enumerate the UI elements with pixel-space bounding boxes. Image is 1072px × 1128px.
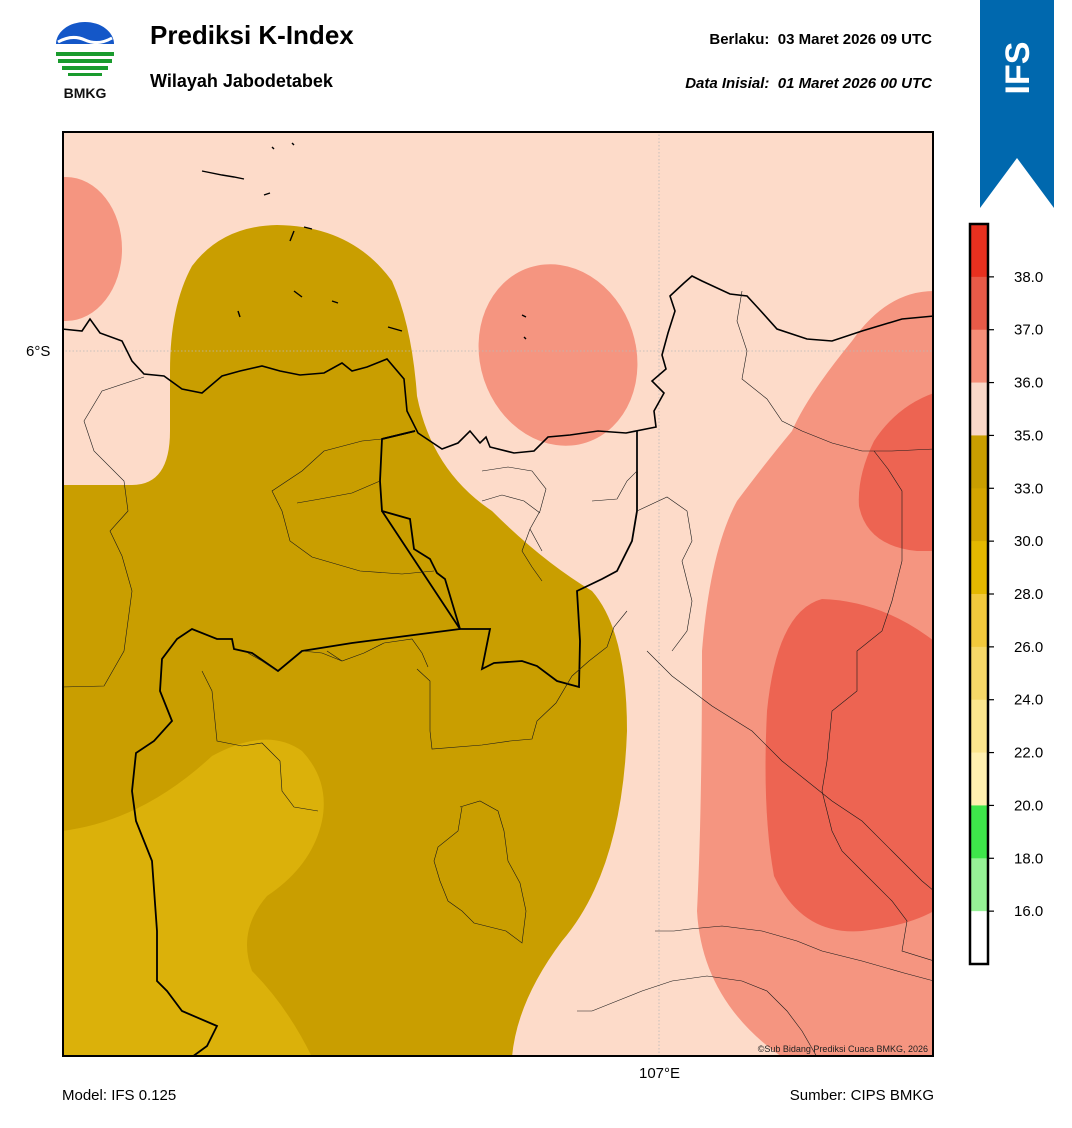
colorbar: 38.0 37.0 36.0 35.0 33.0 30.0 28.0 26.0 24.0 22.0… — [968, 222, 1043, 966]
colorbar-segment — [970, 224, 988, 278]
colorbar-segment — [970, 329, 988, 384]
init-time-label: Data Inisial: — [685, 75, 770, 92]
field-37-38-east — [765, 599, 934, 932]
colorbar-tick-label: 36.0 — [1014, 375, 1043, 392]
colorbar-segment — [970, 435, 988, 489]
map-credit: ©Sub Bidang Prediksi Cuaca BMKG, 2026 — [758, 1044, 928, 1054]
colorbar-segment — [970, 382, 988, 436]
colorbar-tick-label: 30.0 — [1014, 533, 1043, 550]
colorbar-segment — [970, 594, 988, 648]
regency-borders — [62, 290, 934, 1057]
colorbar-tick-label: 18.0 — [1014, 850, 1043, 867]
map-title: Prediksi K-Index — [150, 20, 354, 50]
colorbar-segment — [970, 699, 988, 754]
valid-time-label: Berlaku: — [709, 31, 770, 48]
colorbar-segment — [970, 488, 988, 542]
colorbar-segment — [970, 805, 988, 859]
ribbon-text: IFS — [999, 42, 1037, 95]
colorbar-tick-label: 22.0 — [1014, 745, 1043, 762]
colorbar-tick-label: 20.0 — [1014, 797, 1043, 814]
province-border — [379, 430, 638, 689]
colorbar-ticks: 38.0 37.0 36.0 35.0 33.0 30.0 28.0 26.0 24.0 22.0… — [988, 269, 1043, 920]
colorbar-tick-label: 28.0 — [1014, 586, 1043, 603]
model-label: Model: IFS 0.125 — [62, 1087, 177, 1104]
colorbar-tick-label: 24.0 — [1014, 692, 1043, 709]
field-37-38-ne — [858, 393, 934, 551]
colorbar-tick-label: 16.0 — [1014, 903, 1043, 920]
bmkg-logo: BMKG — [56, 22, 114, 101]
kindex-map: ©Sub Bidang Prediksi Cuaca BMKG, 2026 — [62, 131, 934, 1057]
colorbar-segment — [970, 911, 988, 965]
colorbar-segment — [970, 858, 988, 912]
colorbar-segments — [970, 224, 988, 965]
islands — [201, 142, 527, 340]
init-time-value: 01 Maret 2026 00 UTC — [777, 75, 932, 92]
init-time: Data Inisial: 01 Maret 2026 00 UTC — [685, 75, 932, 92]
colorbar-segment — [970, 752, 988, 806]
colorbar-tick-label: 38.0 — [1014, 269, 1043, 286]
map-subtitle: Wilayah Jabodetabek — [150, 71, 333, 91]
colorbar-tick-label: 37.0 — [1014, 322, 1043, 339]
colorbar-segment — [970, 276, 988, 331]
field-36-37-north — [478, 264, 638, 446]
lat-label: 6°S — [26, 343, 51, 360]
field-36-37-nw — [62, 177, 122, 321]
colorbar-tick-label: 26.0 — [1014, 639, 1043, 656]
lon-label: 107°E — [639, 1065, 681, 1082]
province-border-west — [131, 430, 461, 1057]
ifs-ribbon: IFS — [980, 0, 1054, 208]
colorbar-segment — [970, 541, 988, 595]
valid-time: Berlaku: 03 Maret 2026 09 UTC — [709, 31, 932, 48]
colorbar-tick-label: 33.0 — [1014, 480, 1043, 497]
logo-text: BMKG — [64, 85, 107, 101]
valid-time-value: 03 Maret 2026 09 UTC — [777, 31, 932, 48]
colorbar-tick-label: 35.0 — [1014, 427, 1043, 444]
field-30-33 — [62, 739, 324, 1057]
coastline — [62, 275, 934, 454]
colorbar-segment — [970, 646, 988, 701]
map-frame — [62, 131, 934, 1057]
source-label: Sumber: CIPS BMKG — [789, 1087, 934, 1104]
